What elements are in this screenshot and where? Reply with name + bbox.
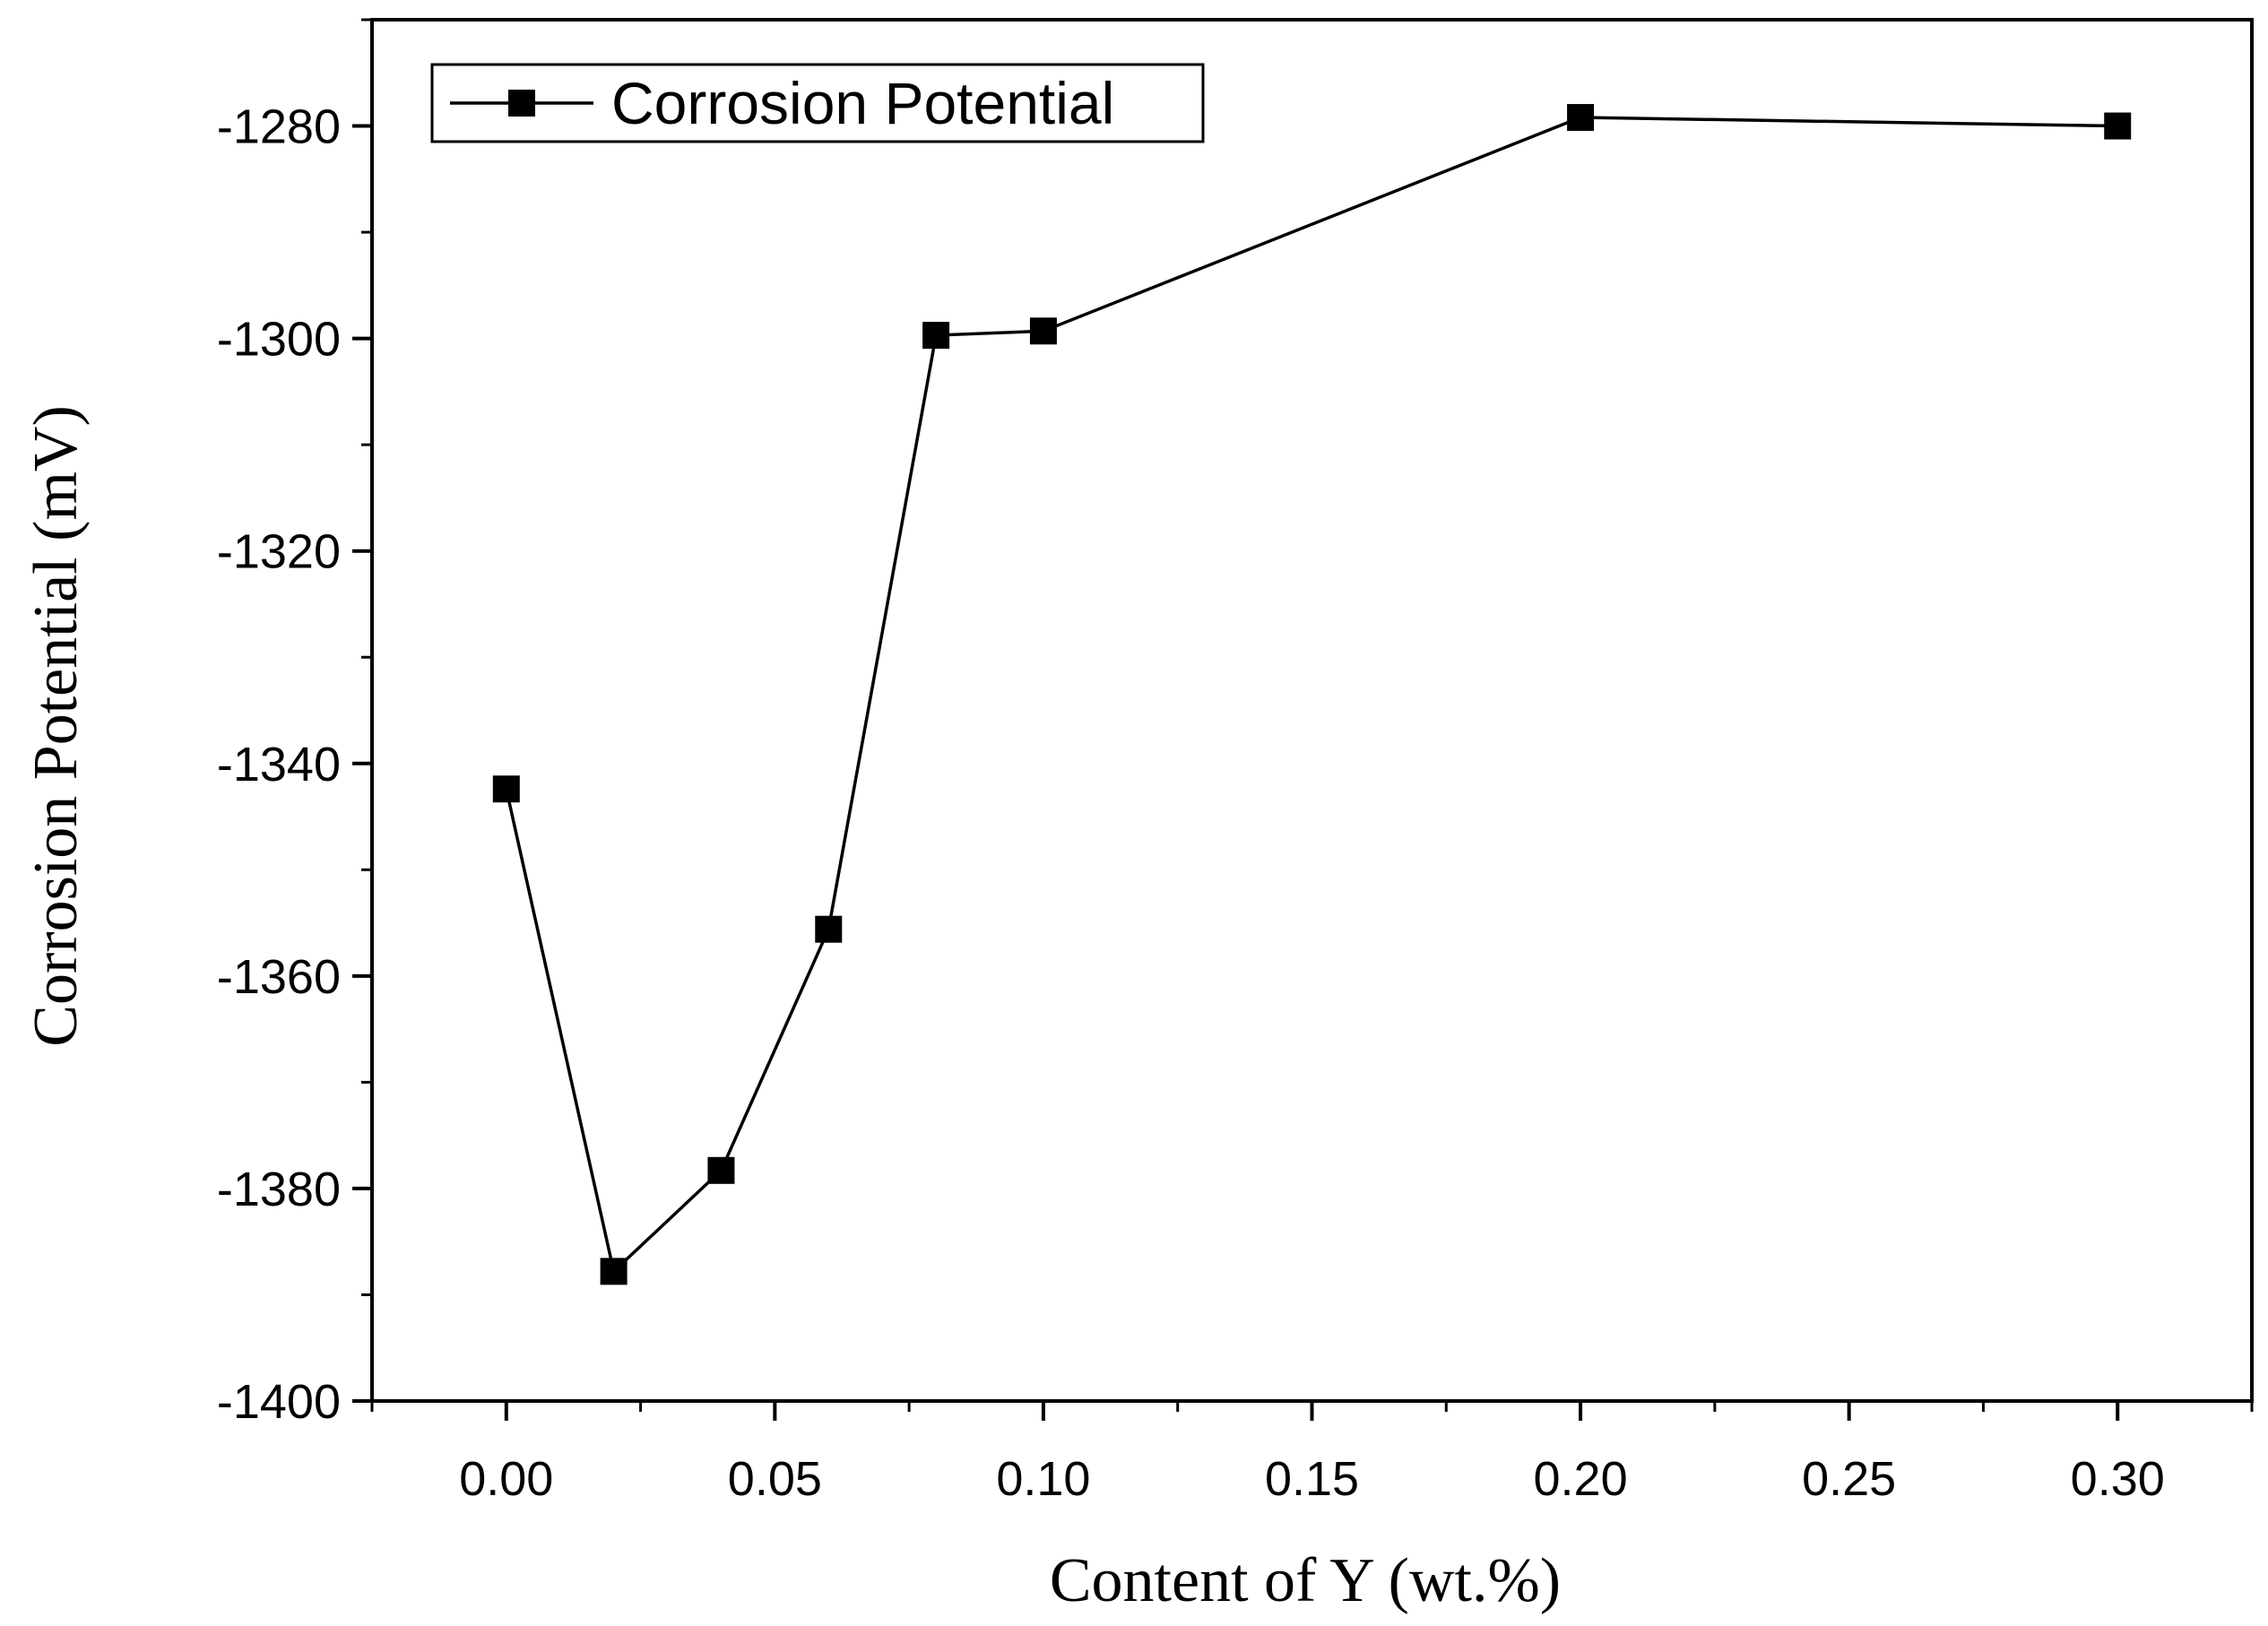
data-point — [492, 775, 520, 803]
x-tick-label: 0.10 — [996, 1452, 1090, 1506]
x-tick-label: 0.30 — [2071, 1452, 2165, 1506]
x-tick-label: 0.25 — [1802, 1452, 1896, 1506]
data-point — [1029, 317, 1057, 345]
data-point — [2104, 112, 2132, 140]
x-tick-label: 0.05 — [728, 1452, 822, 1506]
y-tick-label: -1320 — [217, 525, 341, 579]
data-point — [922, 322, 950, 350]
legend: Corrosion Potential — [430, 63, 1205, 143]
axes: 0.00 0.05 0.10 0.15 0.20 0.25 0.30 -1400 -1380 -1… — [217, 18, 2254, 1506]
data-point — [707, 1156, 735, 1184]
y-tick-label: -1380 — [217, 1163, 341, 1216]
y-tick-label: -1280 — [217, 100, 341, 154]
y-tick-label: -1300 — [217, 313, 341, 367]
x-tick-label: 0.20 — [1534, 1452, 1628, 1506]
series-group — [492, 104, 2132, 1285]
y-tick-label: -1360 — [217, 950, 341, 1004]
legend-marker — [508, 90, 535, 117]
data-point — [1567, 104, 1595, 132]
legend-label: Corrosion Potential — [611, 70, 1114, 136]
series-line — [505, 116, 2118, 1275]
data-point — [600, 1258, 628, 1285]
y-axis-title: Corrosion Potential (mV) — [22, 405, 91, 1046]
y-tick-label: -1340 — [217, 738, 341, 791]
x-tick-label: 0.15 — [1265, 1452, 1359, 1506]
x-tick-label: 0.00 — [459, 1452, 553, 1506]
data-point — [815, 915, 843, 943]
x-axis-title: Content of Y (wt.%) — [1050, 1546, 1561, 1615]
y-tick-label: -1400 — [217, 1375, 341, 1429]
